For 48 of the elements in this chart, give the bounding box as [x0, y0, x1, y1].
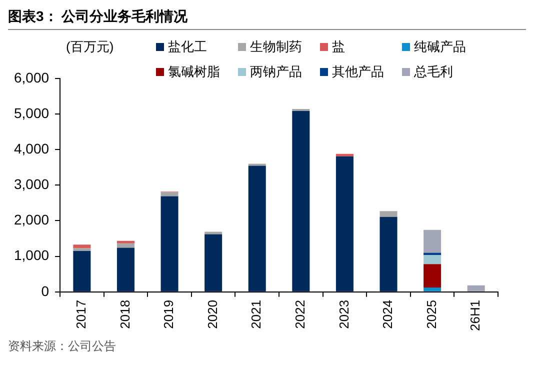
bar	[204, 234, 222, 292]
bar	[116, 243, 134, 248]
x-tick-label: 2022	[292, 300, 308, 329]
y-tick-label: 5,000	[14, 104, 50, 121]
bar	[380, 211, 398, 217]
bar	[248, 166, 266, 292]
legend-label: 氯碱树脂	[168, 63, 220, 81]
bar	[204, 232, 222, 234]
bar	[116, 240, 134, 244]
bar	[380, 216, 398, 292]
bar	[424, 230, 442, 253]
x-tick-label: 2025	[424, 300, 439, 329]
legend-label: 纯碱产品	[414, 38, 466, 56]
y-tick-label: 2,000	[14, 212, 50, 228]
x-tick-label: 2021	[248, 300, 264, 329]
legend-label: 总毛利	[414, 63, 453, 81]
y-tick-label: 4,000	[14, 140, 50, 156]
y-tick-label: 0	[41, 282, 50, 299]
x-tick-label: 2020	[204, 300, 220, 329]
x-tick-label: 2024	[380, 300, 396, 329]
chart-title: 图表3： 公司分业务毛利情况	[8, 8, 526, 30]
bar	[424, 255, 442, 264]
x-tick-label: 2023	[336, 300, 352, 329]
bar	[160, 196, 178, 292]
y-tick-label: 1,000	[14, 247, 50, 264]
bar	[73, 244, 91, 248]
legend-label: 生物制药	[250, 38, 302, 56]
x-tick-label: 2017	[74, 300, 89, 329]
text: 资料来源：公司公告	[8, 338, 117, 355]
y-tick-label: 6,000	[14, 69, 50, 86]
bar	[424, 287, 442, 292]
bar	[116, 248, 134, 292]
legend-label: 盐化工	[168, 38, 207, 56]
y-axis-title: (百万元)	[65, 38, 115, 56]
legend-label: 两钠产品	[250, 63, 302, 81]
bar	[336, 156, 354, 292]
bar	[336, 154, 354, 156]
x-tick-label: 2019	[161, 300, 176, 329]
legend-label: 盐	[332, 38, 345, 56]
bar	[292, 110, 310, 292]
bar	[73, 250, 91, 292]
y-tick-label: 3,000	[14, 176, 50, 192]
x-tick-label: 26H1	[468, 300, 483, 331]
bar	[424, 264, 442, 288]
bar	[467, 285, 485, 292]
x-tick-label: 2018	[117, 300, 132, 329]
legend-label: 其他产品	[332, 63, 384, 81]
bar	[73, 248, 91, 251]
